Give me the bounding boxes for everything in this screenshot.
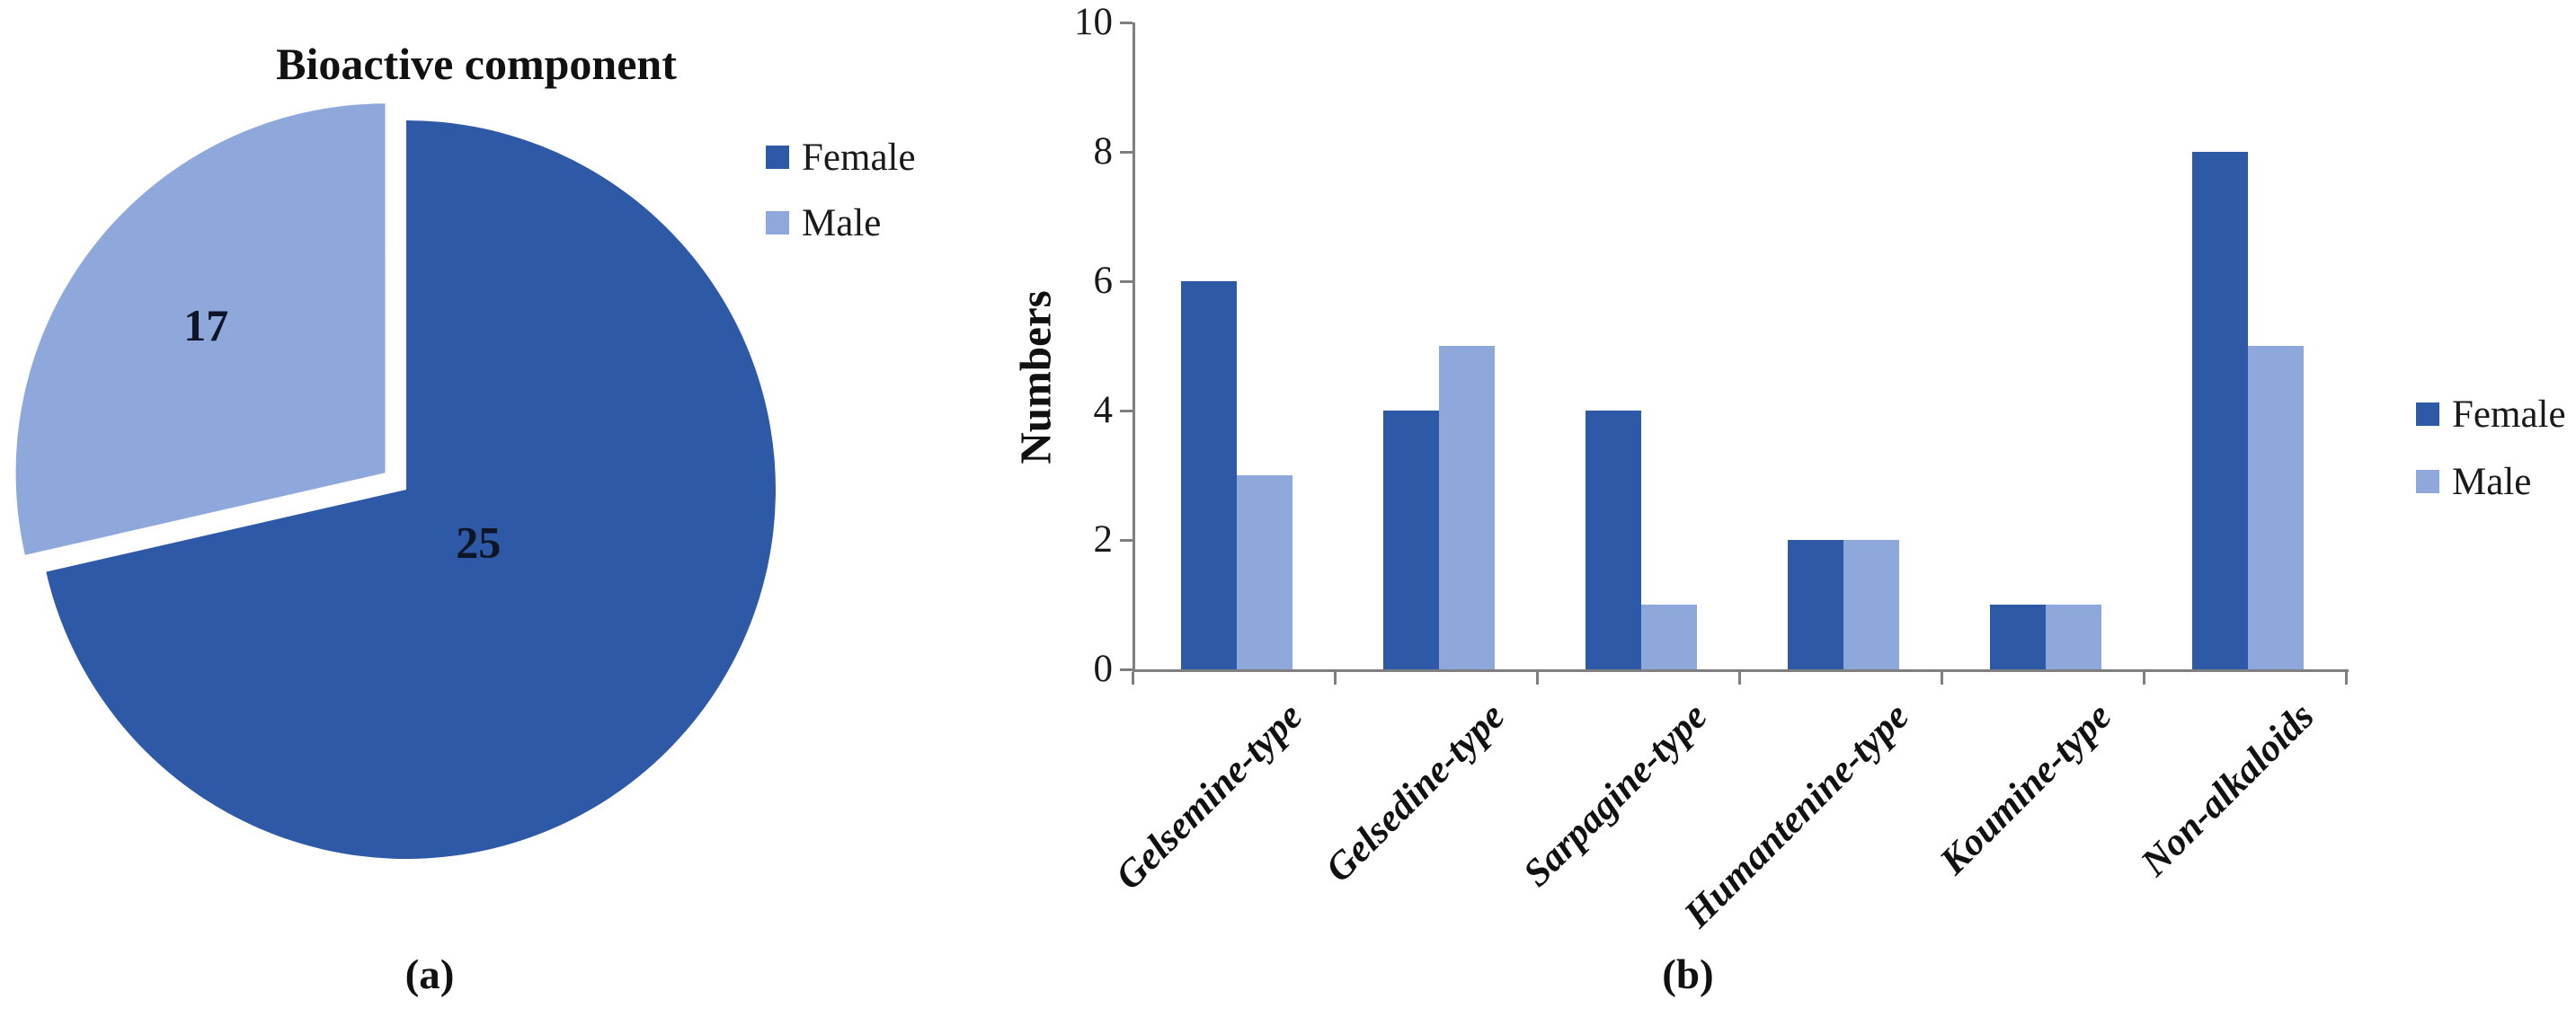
pie-legend-label-female: Female bbox=[802, 137, 916, 179]
x-axis-label-sarpagine-type: Sarpagine-type bbox=[1515, 694, 1716, 896]
pie-chart-title: Bioactive component bbox=[276, 39, 677, 89]
pie-legend: Female Male bbox=[766, 137, 916, 243]
x-axis-label-non-alkaloids: Non-alkaloids bbox=[2132, 694, 2323, 885]
bar-legend-item-female: Female bbox=[2416, 394, 2566, 434]
y-axis-tick-4 bbox=[1120, 409, 1133, 412]
panel-a-caption: (a) bbox=[404, 951, 455, 998]
x-axis-tick-4 bbox=[1940, 672, 1943, 685]
x-axis-tick-0 bbox=[1131, 672, 1134, 685]
y-axis-tick-label-2: 2 bbox=[1093, 518, 1114, 561]
x-axis-label-gelsedine-type: Gelsedine-type bbox=[1318, 694, 1514, 890]
pie-value-label-female: 25 bbox=[456, 517, 501, 568]
x-axis-label-humantenine-type: Humantenine-type bbox=[1676, 694, 1918, 936]
pie-legend-swatch-male-icon bbox=[766, 210, 789, 234]
y-axis-tick-2 bbox=[1120, 538, 1133, 542]
bar-male-koumine-type bbox=[2045, 605, 2101, 669]
bar-female-gelsedine-type bbox=[1382, 411, 1439, 669]
pie-legend-swatch-female-icon bbox=[766, 145, 789, 169]
pie-value-label-male: 17 bbox=[183, 300, 228, 350]
bar-plot-area bbox=[1133, 22, 2349, 672]
bar-legend: Female Male bbox=[2416, 394, 2566, 501]
x-axis-tick-3 bbox=[1737, 672, 1741, 685]
pie-legend-label-male: Male bbox=[802, 202, 882, 244]
y-axis-tick-label-0: 0 bbox=[1093, 648, 1114, 690]
x-axis-tick-2 bbox=[1535, 672, 1539, 685]
bar-male-humantenine-type bbox=[1843, 540, 1899, 669]
bar-female-sarpagine-type bbox=[1585, 411, 1641, 669]
pie-legend-item-female: Female bbox=[766, 137, 916, 177]
x-axis-tick-6 bbox=[2344, 672, 2348, 685]
bar-legend-swatch-female-icon bbox=[2416, 402, 2439, 426]
pie-legend-item-male: Male bbox=[766, 202, 916, 243]
y-axis-tick-10 bbox=[1120, 21, 1133, 24]
y-axis-tick-6 bbox=[1120, 279, 1133, 283]
bar-chart-y-axis-title: Numbers bbox=[1010, 290, 1061, 464]
bar-female-humantenine-type bbox=[1787, 540, 1843, 669]
y-axis-tick-label-4: 4 bbox=[1093, 389, 1114, 431]
bar-legend-swatch-male-icon bbox=[2416, 469, 2439, 493]
y-axis-tick-label-10: 10 bbox=[1074, 1, 1113, 43]
bar-female-koumine-type bbox=[1989, 605, 2046, 669]
y-axis-tick-0 bbox=[1120, 668, 1133, 671]
bar-male-non-alkaloids bbox=[2247, 346, 2304, 669]
bar-legend-item-male: Male bbox=[2416, 461, 2566, 501]
pie-slice-male bbox=[15, 103, 386, 555]
x-axis-label-gelsemine-type: Gelsemine-type bbox=[1107, 694, 1311, 898]
y-axis-tick-label-8: 8 bbox=[1093, 130, 1114, 172]
bar-male-sarpagine-type bbox=[1640, 605, 1697, 669]
y-axis-tick-8 bbox=[1120, 150, 1133, 154]
bar-male-gelsedine-type bbox=[1438, 346, 1495, 669]
pie-slice-female bbox=[46, 120, 776, 859]
bar-legend-label-female: Female bbox=[2452, 394, 2566, 436]
bar-legend-label-male: Male bbox=[2452, 461, 2532, 503]
x-axis-tick-5 bbox=[2142, 672, 2145, 685]
bar-female-non-alkaloids bbox=[2191, 152, 2248, 669]
bar-male-gelsemine-type bbox=[1236, 475, 1292, 669]
bar-female-gelsemine-type bbox=[1180, 281, 1237, 669]
panel-b-caption: (b) bbox=[1662, 951, 1714, 998]
pie-chart: 25 17 bbox=[15, 103, 776, 859]
x-axis-label-koumine-type: Koumine-type bbox=[1932, 694, 2120, 883]
x-axis-tick-1 bbox=[1333, 672, 1337, 685]
y-axis-tick-label-6: 6 bbox=[1093, 260, 1114, 302]
